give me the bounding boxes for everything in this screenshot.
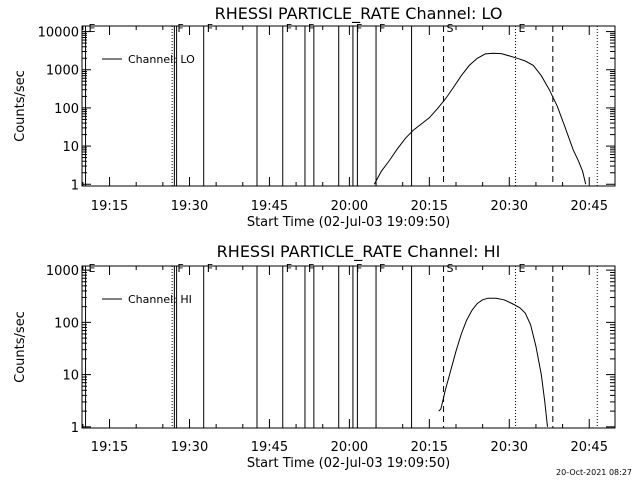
x-axis-label: Start Time (02-Jul-03 19:09:50) [247, 456, 450, 471]
x-tick-label: 19:30 [171, 440, 208, 455]
y-tick-label: 10000 [38, 26, 79, 41]
event-flag-label: F [286, 262, 292, 275]
event-flag-label: F [177, 262, 183, 275]
plot-frame [81, 265, 616, 429]
event-flag-label: F [379, 22, 385, 35]
event-flag-label: E [519, 262, 526, 275]
event-flag-label: S [447, 22, 454, 35]
series-line-1 [373, 52, 587, 185]
y-tick-label: 1 [71, 178, 79, 193]
y-tick-label: 100 [54, 316, 79, 331]
x-tick-label: 19:45 [251, 199, 288, 214]
y-tick-label: 10 [62, 369, 79, 384]
y-tick-label: 100 [54, 102, 79, 117]
event-flag-label: F [286, 22, 292, 35]
chart-panel-2: RHESSI PARTICLE_RATE Channel: HI 19:15 19:… [13, 242, 616, 471]
chart-title: RHESSI PARTICLE_RATE Channel: HI [217, 242, 501, 262]
event-flag-label: F [308, 262, 314, 275]
x-tick-label: 20:45 [571, 199, 608, 214]
event-flag-label: F [379, 262, 385, 275]
plot-frame [81, 25, 616, 187]
x-tick-label: 20:00 [331, 199, 368, 214]
x-tick-label: 19:15 [91, 199, 128, 214]
x-tick-label: 20:30 [491, 199, 528, 214]
series-line-1 [438, 297, 548, 427]
x-tick-label: 19:15 [91, 440, 128, 455]
event-flag-label: F [207, 22, 213, 35]
x-tick-label: 20:00 [331, 440, 368, 455]
x-tick-label: 20:15 [411, 440, 448, 455]
event-flag-label: F [356, 262, 362, 275]
y-tick-label: 10 [62, 140, 79, 155]
chart-panel-1: RHESSI PARTICLE_RATE Channel: LO 19:15 19:… [13, 4, 616, 230]
x-tick-label: 19:30 [171, 199, 208, 214]
event-flag-label: S [447, 262, 454, 275]
timestamp-label: 20-Oct-2021 08:27 [556, 468, 632, 477]
x-axis-label: Start Time (02-Jul-03 19:09:50) [247, 215, 450, 230]
event-flag-label: E [519, 22, 526, 35]
event-flag-label: E [89, 262, 96, 275]
event-flag-label: F [207, 262, 213, 275]
y-tick-label: 1000 [46, 64, 79, 79]
x-tick-label: 20:15 [411, 199, 448, 214]
chart-title: RHESSI PARTICLE_RATE Channel: LO [215, 4, 503, 24]
x-tick-label: 19:45 [251, 440, 288, 455]
legend-entry: Channel: LO [128, 53, 195, 66]
x-tick-label: 20:30 [491, 440, 528, 455]
x-tick-label: 20:45 [571, 440, 608, 455]
event-flag-label: F [308, 22, 314, 35]
legend-entry: Channel: HI [128, 293, 192, 306]
event-flag-label: F [356, 22, 362, 35]
y-tick-label: 1 [71, 421, 79, 436]
y-tick-label: 1000 [46, 264, 79, 279]
event-flag-label: F [177, 22, 183, 35]
event-flag-label: E [89, 22, 96, 35]
y-axis-label: Counts/sec [13, 311, 28, 383]
y-axis-label: Counts/sec [13, 70, 28, 142]
